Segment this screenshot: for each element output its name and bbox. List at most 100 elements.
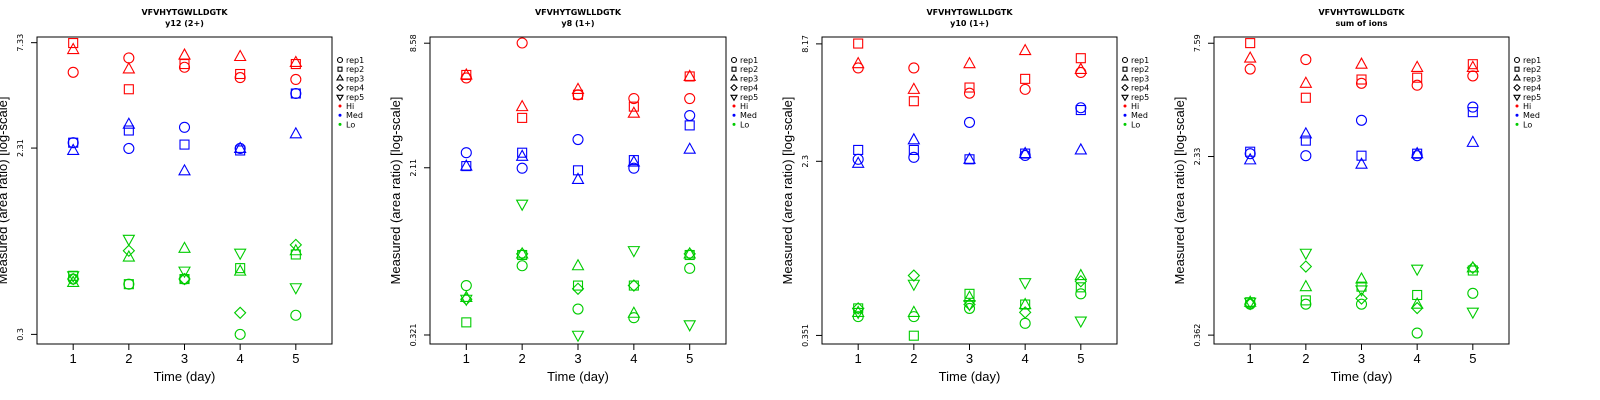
- data-point-lo-rep1: [290, 309, 302, 321]
- x-tick-label: 2: [1302, 351, 1309, 366]
- legend-marker-rep5: [1513, 94, 1521, 102]
- legend-dot-Med: [1515, 113, 1519, 117]
- data-point-lo-rep5: [178, 266, 191, 279]
- legend-marker-rep4: [1513, 83, 1521, 92]
- data-point-lo-rep3: [1074, 268, 1088, 281]
- data-point-hi-rep1: [178, 61, 191, 73]
- legend-marker-rep5: [730, 94, 738, 102]
- data-point-med-rep1: [178, 121, 191, 133]
- data-point-med-rep3: [122, 117, 136, 129]
- data-point-hi-rep2: [1245, 38, 1256, 49]
- data-point-lo-rep1: [123, 278, 135, 290]
- data-point-hi-rep3: [683, 69, 697, 82]
- data-point-lo-rep1: [178, 273, 191, 285]
- y-tick-label: 2.33: [1193, 148, 1202, 166]
- legend-marker-rep3: [336, 73, 344, 81]
- legend-label: Med: [1131, 111, 1148, 120]
- data-point-med-rep3: [683, 142, 697, 154]
- data-point-med-rep1: [908, 151, 920, 163]
- data-point-hi-rep2: [908, 96, 919, 107]
- data-point-med-rep2: [1075, 104, 1086, 116]
- legend-label: rep4: [1131, 84, 1149, 93]
- data-point-lo-rep4: [627, 279, 641, 292]
- legend-label: Hi: [1523, 102, 1531, 111]
- legend-marker-rep2: [731, 66, 737, 72]
- legend-label: rep3: [740, 74, 758, 83]
- legend-label: rep2: [1131, 65, 1149, 74]
- data-point-med-rep1: [1300, 150, 1312, 162]
- data-point-lo-rep4: [1074, 274, 1088, 288]
- data-point-med-rep3: [1466, 135, 1480, 147]
- series-med: [1243, 101, 1480, 169]
- legend-marker-rep5: [1121, 94, 1129, 102]
- data-point-lo-rep5: [907, 279, 921, 292]
- legend-label: Med: [740, 111, 757, 120]
- chart-panel-2: VFVHYTGWLLDGTK y8 (1+) 1 2 3 4 5 Time (day) 8.58…: [388, 8, 758, 384]
- y-axis-label: Measured (area ratio) [log-scale]: [1172, 97, 1187, 285]
- data-point-med-rep3: [1355, 157, 1368, 169]
- data-point-lo-rep5: [1299, 248, 1313, 261]
- legend-marker-rep3: [730, 73, 738, 81]
- data-point-lo-rep3: [1355, 271, 1368, 284]
- legend-label: Lo: [740, 120, 749, 129]
- y-tick-label: 2.11: [409, 159, 418, 177]
- data-point-hi-rep3: [907, 82, 921, 94]
- data-point-med-rep2: [1356, 150, 1367, 161]
- data-point-lo-rep3: [515, 246, 529, 259]
- data-point-lo-rep1: [684, 262, 696, 274]
- series-hi: [66, 37, 303, 95]
- data-point-med-rep1: [963, 116, 976, 128]
- y-tick-label: 2.3: [801, 155, 810, 168]
- y-tick-label: 2.31: [16, 139, 25, 157]
- data-point-lo-rep3: [1018, 297, 1032, 310]
- data-point-lo-rep3: [289, 243, 303, 256]
- data-point-hi-rep3: [66, 42, 80, 55]
- data-point-hi-rep3: [571, 82, 585, 94]
- data-point-lo-rep3: [459, 290, 473, 302]
- y-tick-label: 8.17: [801, 35, 810, 53]
- legend-dot-Med: [732, 113, 736, 117]
- data-point-lo-rep1: [1019, 317, 1031, 329]
- data-point-med-rep1: [684, 109, 696, 122]
- data-point-lo-rep2: [572, 280, 584, 291]
- legend-marker-rep1: [336, 56, 344, 64]
- data-point-lo-rep4: [1299, 260, 1313, 273]
- data-point-lo-rep1: [963, 302, 976, 314]
- legend-marker-rep5: [336, 94, 344, 102]
- data-point-med-rep3: [627, 154, 641, 167]
- data-point-hi-rep3: [1466, 60, 1480, 72]
- data-point-med-rep1: [1075, 102, 1087, 114]
- data-point-hi-rep2: [68, 37, 79, 49]
- x-tick-label: 1: [70, 351, 77, 366]
- legend-label: Lo: [1523, 120, 1532, 129]
- legend-dot-Med: [338, 113, 342, 117]
- x-tick-label: 3: [966, 351, 973, 366]
- legend-label: rep1: [1131, 56, 1149, 65]
- data-point-lo-rep1: [572, 303, 584, 315]
- data-point-lo-rep5: [1243, 297, 1257, 310]
- data-point-med-rep3: [1018, 146, 1032, 159]
- y-axis-label: Measured (area ratio) [log-scale]: [388, 97, 403, 285]
- data-point-med-rep2: [68, 137, 79, 148]
- data-point-med-rep3: [1074, 142, 1088, 155]
- legend-label: rep3: [346, 74, 364, 83]
- x-tick-label: 5: [686, 351, 693, 366]
- legend-label: rep4: [1523, 84, 1541, 93]
- data-point-hi-rep1: [1300, 54, 1312, 66]
- y-tick-label: 0.362: [1193, 324, 1202, 347]
- legend-label: rep3: [1523, 74, 1541, 83]
- data-point-hi-rep3: [178, 47, 191, 60]
- chart-panel-1: VFVHYTGWLLDGTK y12 (2+) 1 2 3 4 5 Time (day) 7.3…: [0, 8, 364, 384]
- data-point-med-rep3: [459, 158, 473, 171]
- x-tick-label: 1: [463, 351, 470, 366]
- data-point-hi-rep2: [290, 58, 301, 70]
- series-med: [459, 109, 697, 184]
- legend-marker-rep3: [1513, 73, 1521, 81]
- data-point-hi-rep2: [235, 68, 246, 80]
- data-point-med-rep3: [851, 156, 865, 168]
- data-point-lo-rep5: [627, 246, 641, 258]
- data-point-med-rep1: [290, 87, 302, 100]
